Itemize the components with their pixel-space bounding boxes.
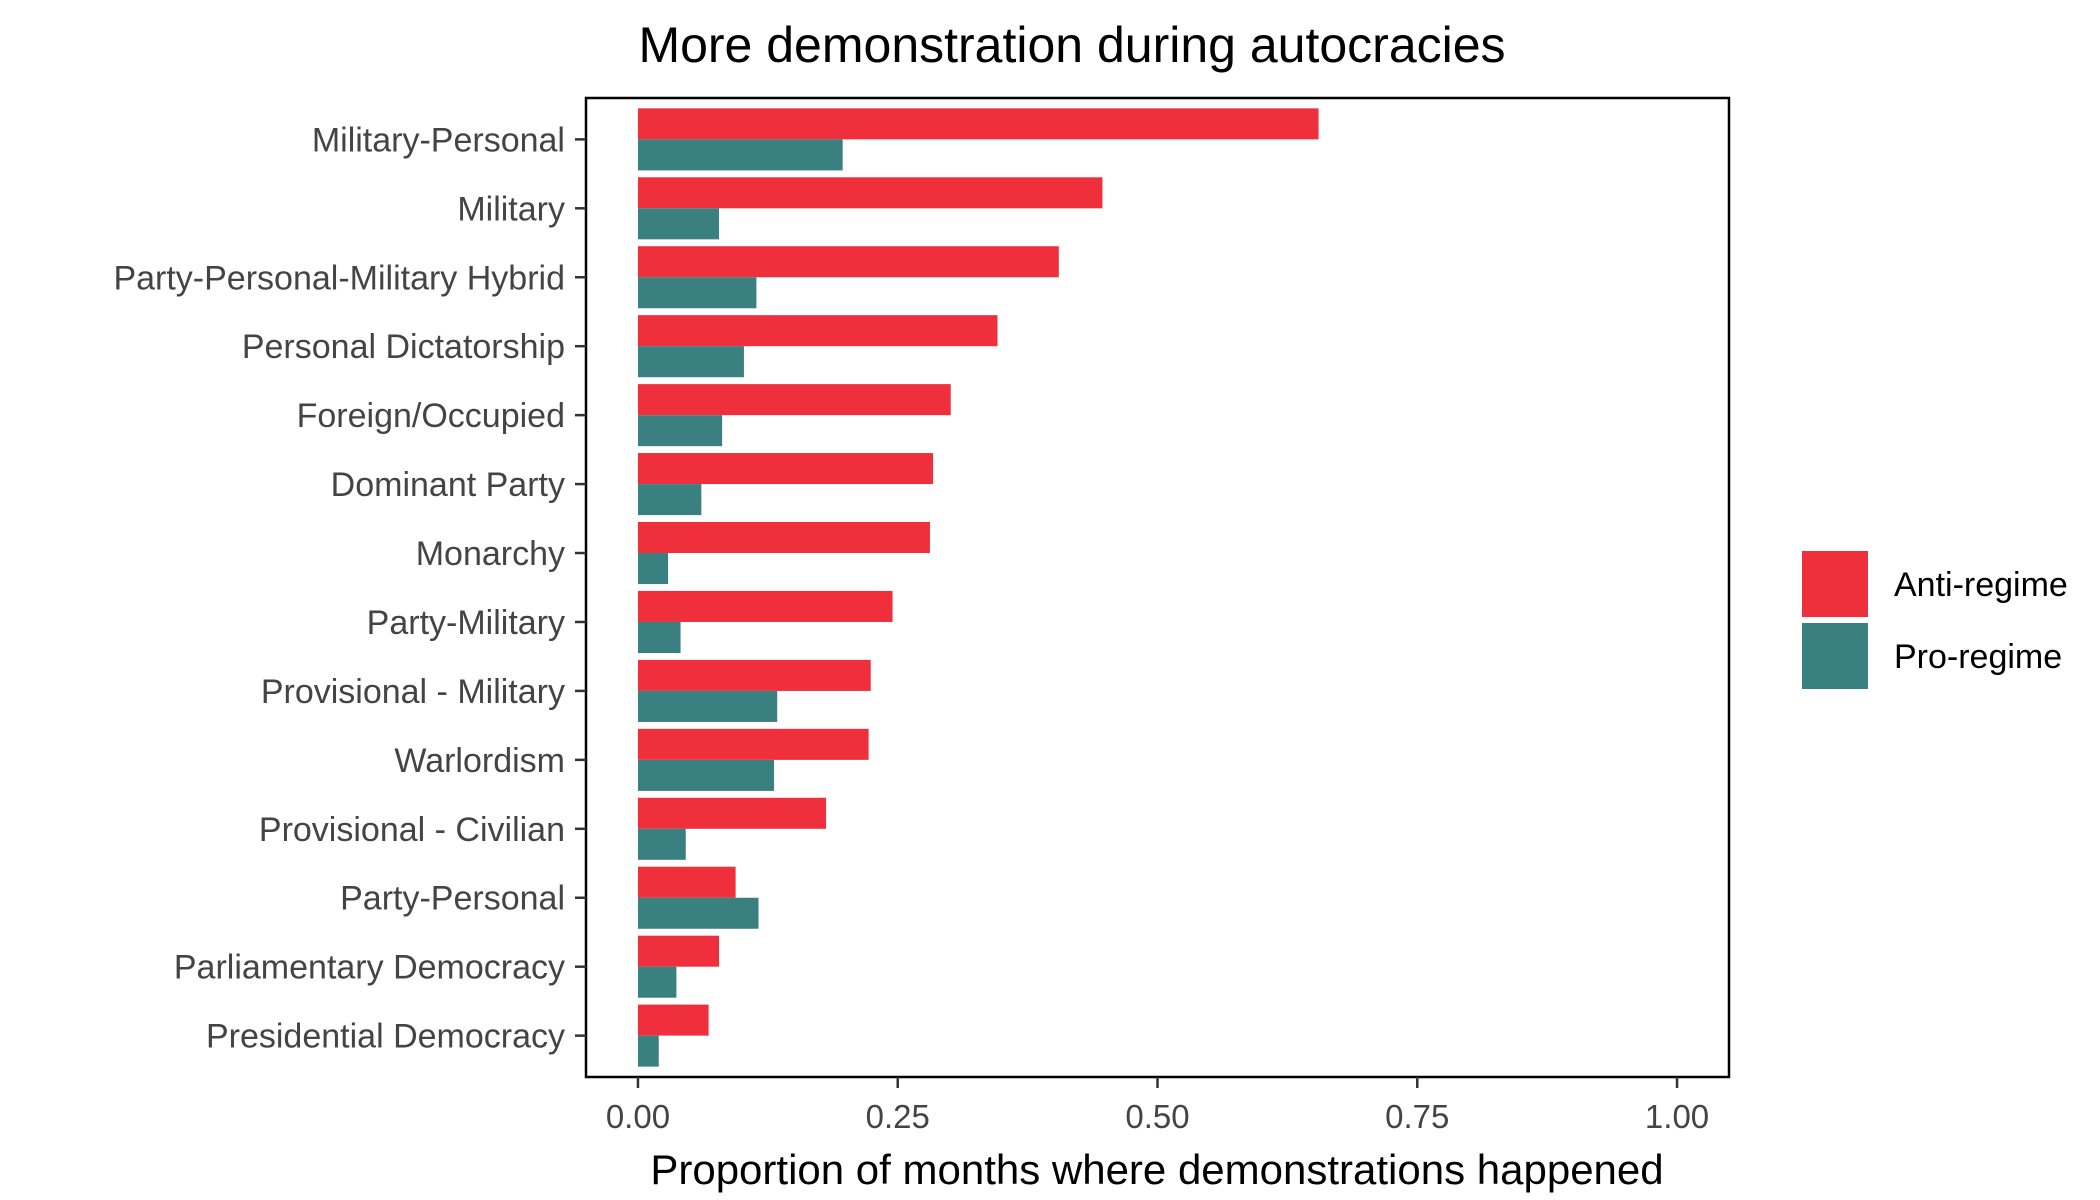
bar-pro-regime-1 <box>637 208 720 240</box>
y-tick-label-4: Foreign/Occupied <box>297 397 565 435</box>
bar-anti-regime-8 <box>637 659 871 691</box>
bar-pro-regime-3 <box>637 346 744 378</box>
bars-layer <box>637 108 1319 1067</box>
bar-anti-regime-0 <box>637 108 1319 140</box>
x-tick-label-0: 0.00 <box>606 1098 670 1135</box>
bar-pro-regime-4 <box>637 415 723 447</box>
x-tick-label-2: 0.50 <box>1125 1098 1189 1135</box>
y-tick-label-8: Provisional - Military <box>261 673 565 711</box>
bar-pro-regime-12 <box>637 966 677 998</box>
y-tick-label-11: Party-Personal <box>340 880 565 918</box>
y-tick-label-9: Warlordism <box>394 742 565 780</box>
bar-pro-regime-7 <box>637 621 681 653</box>
x-tick-label-1: 0.25 <box>866 1098 930 1135</box>
y-tick-label-0: Military-Personal <box>312 121 565 159</box>
legend-label-pro-regime: Pro-regime <box>1894 638 2062 676</box>
bar-anti-regime-7 <box>637 590 893 622</box>
y-tick-label-6: Monarchy <box>416 535 565 573</box>
chart-title: More demonstration during autocracies <box>638 17 1505 73</box>
bar-pro-regime-10 <box>637 828 686 860</box>
x-axis-title: Proportion of months where demonstration… <box>650 1146 1663 1193</box>
legend-label-anti-regime: Anti-regime <box>1894 566 2068 604</box>
x-tick-label-4: 1.00 <box>1645 1098 1709 1135</box>
bar-anti-regime-12 <box>637 935 720 967</box>
bar-pro-regime-5 <box>637 484 702 516</box>
plot-panel <box>584 96 1731 1079</box>
bar-anti-regime-10 <box>637 797 827 829</box>
bar-pro-regime-6 <box>637 553 669 585</box>
x-axis: 0.00 0.25 0.50 0.75 1.00 <box>606 1077 1709 1135</box>
y-tick-label-13: Presidential Democracy <box>206 1018 565 1056</box>
bar-anti-regime-13 <box>637 1004 709 1036</box>
y-tick-label-7: Party-Military <box>367 604 565 642</box>
y-tick-label-1: Military <box>457 190 565 228</box>
bar-pro-regime-2 <box>637 277 757 309</box>
bar-anti-regime-5 <box>637 453 934 485</box>
y-tick-label-2: Party-Personal-Military Hybrid <box>113 259 565 297</box>
bar-anti-regime-3 <box>637 315 998 347</box>
y-tick-label-5: Dominant Party <box>331 466 565 504</box>
y-tick-label-3: Personal Dictatorship <box>242 328 565 366</box>
y-tick-label-10: Provisional - Civilian <box>259 811 565 849</box>
bar-anti-regime-6 <box>637 522 930 554</box>
legend-swatch-pro-regime <box>1802 623 1868 689</box>
bar-pro-regime-11 <box>637 897 759 929</box>
legend: Anti-regime Pro-regime <box>1802 551 2068 689</box>
bar-pro-regime-9 <box>637 759 775 791</box>
bar-anti-regime-9 <box>637 728 869 760</box>
bar-pro-regime-0 <box>637 139 843 171</box>
y-tick-label-12: Parliamentary Democracy <box>174 949 565 987</box>
x-tick-label-3: 0.75 <box>1385 1098 1449 1135</box>
bar-pro-regime-8 <box>637 690 778 722</box>
bar-anti-regime-2 <box>637 246 1059 278</box>
legend-swatch-anti-regime <box>1802 551 1868 617</box>
y-axis: Military-Personal Military Party-Personal-… <box>113 121 586 1056</box>
bar-pro-regime-13 <box>637 1035 659 1067</box>
bar-anti-regime-1 <box>637 177 1103 209</box>
bar-anti-regime-4 <box>637 384 951 416</box>
bar-anti-regime-11 <box>637 866 736 898</box>
